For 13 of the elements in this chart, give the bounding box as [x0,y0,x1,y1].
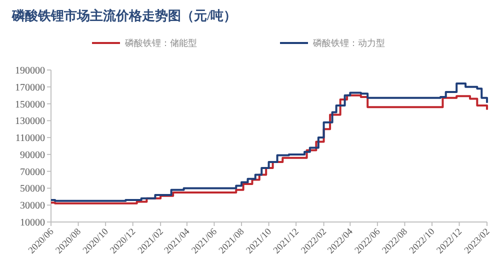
y-tick-label: 30000 [20,200,45,212]
title: 磷酸铁锂市场主流价格走势图（元/吨） [12,8,237,23]
y-tick-label: 130000 [15,116,45,128]
y-tick-label: 90000 [20,150,45,161]
y-tick-label: 170000 [15,82,45,94]
y-tick-label: 50000 [20,184,45,195]
legend-label: 磷酸铁锂：动力型 [312,38,385,48]
y-tick-label: 70000 [20,166,45,178]
y-tick-label: 190000 [15,66,45,76]
y-tick-label: 110000 [15,133,45,144]
y-tick-label: 10000 [20,218,45,228]
legend-label: 磷酸铁锂：储能型 [124,38,197,48]
y-tick-label: 150000 [15,99,45,110]
